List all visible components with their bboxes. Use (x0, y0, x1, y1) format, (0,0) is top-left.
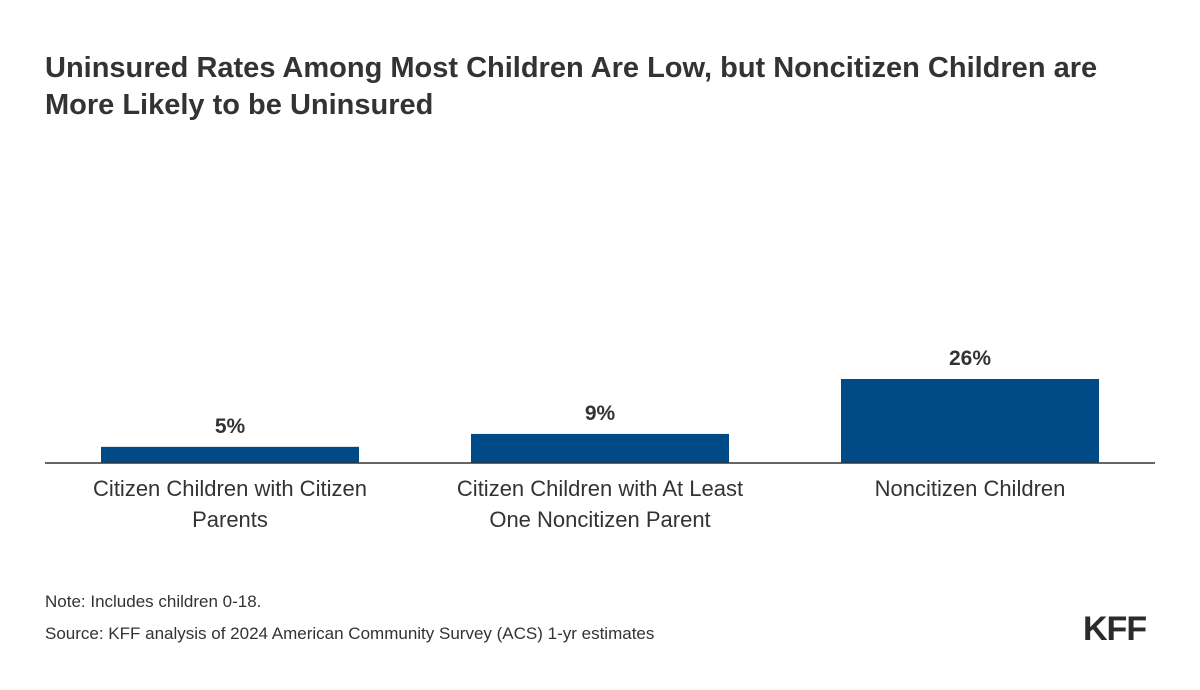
labels-layer: 5% Citizen Children with Citizen Parents 9%… (93, 347, 1065, 532)
bar-data-label: 5% (215, 415, 246, 438)
bar (471, 433, 729, 463)
category-tick-label: One Noncitizen Parent (489, 507, 710, 532)
kff-logo: KFF (1083, 610, 1147, 648)
bar (841, 379, 1099, 463)
chart-note: Note: Includes children 0-18. (45, 592, 262, 611)
bars-layer (101, 379, 1099, 463)
category-tick-label: Parents (192, 507, 268, 532)
bar-data-label: 26% (949, 347, 991, 370)
category-tick-label: Citizen Children with Citizen (93, 476, 367, 501)
chart-title: Uninsured Rates Among Most Children Are … (45, 52, 1098, 121)
bar-data-label: 9% (585, 402, 616, 425)
category-tick-label: Noncitizen Children (875, 476, 1066, 501)
bar (101, 446, 359, 463)
category-tick-label: Citizen Children with At Least (457, 476, 743, 501)
chart-source: Source: KFF analysis of 2024 American Co… (45, 624, 655, 643)
